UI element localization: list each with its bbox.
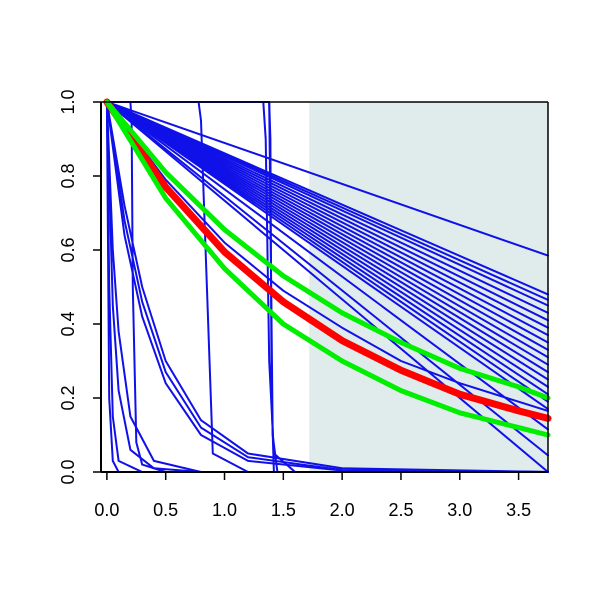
series-line-9 [105, 101, 549, 351]
shaded-region-layer [309, 102, 548, 472]
x-tick-label: 0.0 [94, 500, 119, 520]
series-line-11 [105, 101, 549, 366]
series-line-7 [105, 101, 549, 337]
x-tick-label: 1.5 [271, 500, 296, 520]
y-tick-label: 0.6 [58, 237, 78, 262]
series-line-23 [105, 101, 549, 473]
y-tick-label: 1.0 [58, 89, 78, 114]
y-tick-label: 0.0 [58, 459, 78, 484]
series-line-35 [104, 99, 551, 401]
series-line-4 [105, 101, 549, 314]
series-line-34 [103, 98, 552, 422]
series-line-36 [104, 99, 551, 438]
y-tick-label: 0.2 [58, 385, 78, 410]
series-line-33 [105, 101, 549, 412]
x-tick-label: 2.0 [330, 500, 355, 520]
series-line-6 [105, 101, 549, 329]
x-tick-label: 3.0 [447, 500, 472, 520]
series-line-20 [105, 101, 549, 473]
series-line-17 [105, 101, 549, 411]
series-line-10 [105, 101, 549, 359]
y-tick-label: 0.8 [58, 163, 78, 188]
series-line-15 [105, 101, 549, 396]
series-line-28 [105, 101, 549, 473]
series-line-8 [105, 101, 549, 344]
series-layer [103, 98, 552, 473]
x-tick-label: 2.5 [388, 500, 413, 520]
x-tick-label: 0.5 [153, 500, 178, 520]
axis-layer: 0.0 0.5 1.0 1.5 2.0 2.5 3.0 3.5 0.0 0.2 0.4 0.6 0.8 1… [58, 89, 549, 520]
shaded-region [309, 102, 548, 472]
series-line-21 [105, 101, 549, 473]
series-line-3 [105, 101, 549, 307]
x-tick-label: 1.0 [212, 500, 237, 520]
series-line-12 [105, 101, 549, 374]
series-line-5 [105, 101, 549, 322]
y-tick-label: 0.4 [58, 311, 78, 336]
series-line-0 [105, 101, 549, 257]
series-line-14 [105, 101, 549, 388]
series-line-16 [105, 101, 549, 403]
x-tick-label: 3.5 [506, 500, 531, 520]
series-line-13 [105, 101, 549, 381]
